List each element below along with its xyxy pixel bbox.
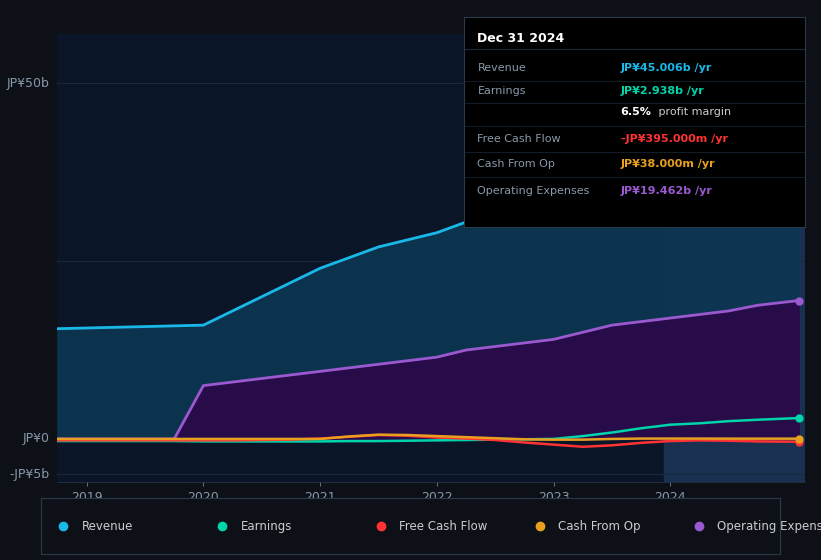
Text: Revenue: Revenue [82, 520, 133, 533]
Text: profit margin: profit margin [654, 108, 731, 118]
Text: Cash From Op: Cash From Op [478, 159, 555, 169]
Text: JP¥45.006b /yr: JP¥45.006b /yr [621, 63, 712, 73]
Text: JP¥38.000m /yr: JP¥38.000m /yr [621, 159, 715, 169]
Text: -JP¥5b: -JP¥5b [10, 468, 50, 481]
Text: 6.5%: 6.5% [621, 108, 652, 118]
Text: -JP¥395.000m /yr: -JP¥395.000m /yr [621, 134, 727, 143]
Text: JP¥2.938b /yr: JP¥2.938b /yr [621, 86, 704, 96]
Text: Free Cash Flow: Free Cash Flow [400, 520, 488, 533]
Bar [664, 34, 805, 482]
Text: Earnings: Earnings [241, 520, 292, 533]
Text: Earnings: Earnings [478, 86, 526, 96]
Text: Revenue: Revenue [478, 63, 526, 73]
Text: JP¥0: JP¥0 [23, 432, 50, 445]
Text: JP¥19.462b /yr: JP¥19.462b /yr [621, 186, 713, 196]
Text: Free Cash Flow: Free Cash Flow [478, 134, 561, 143]
Text: Cash From Op: Cash From Op [558, 520, 640, 533]
Text: JP¥50b: JP¥50b [7, 77, 50, 90]
Text: Operating Expenses: Operating Expenses [718, 520, 821, 533]
Text: Operating Expenses: Operating Expenses [478, 186, 589, 196]
Text: Dec 31 2024: Dec 31 2024 [478, 31, 565, 44]
